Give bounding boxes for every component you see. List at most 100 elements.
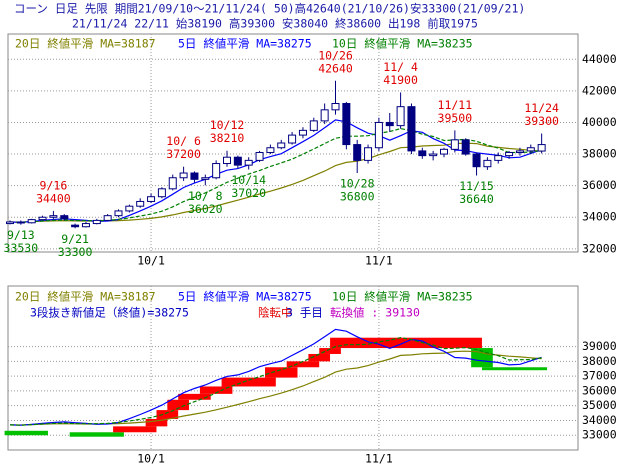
annotation-date: 10/12 bbox=[210, 118, 245, 132]
candle-body bbox=[526, 147, 535, 152]
brick bbox=[221, 377, 276, 387]
candle-body bbox=[38, 216, 47, 221]
annotation-value: 41900 bbox=[383, 73, 418, 87]
candle-body bbox=[190, 172, 199, 180]
brick bbox=[145, 418, 168, 427]
y-tick-label: 34000 bbox=[582, 413, 617, 427]
lower-frame bbox=[7, 285, 579, 451]
candle-body bbox=[353, 144, 362, 161]
candle-body bbox=[342, 103, 351, 146]
candle-body bbox=[168, 177, 177, 190]
y-tick-label: 42000 bbox=[582, 83, 617, 97]
candle-body bbox=[320, 109, 329, 122]
ma-line bbox=[9, 328, 542, 426]
candle-body bbox=[81, 223, 90, 228]
x-tick-label: 10/1 bbox=[137, 254, 165, 268]
y-tick-label: 38000 bbox=[582, 147, 617, 161]
annotation-value: 33300 bbox=[58, 245, 93, 259]
y-tick-label: 39000 bbox=[582, 339, 617, 353]
legend-entry: 10日 終値平滑 MA=38235 bbox=[332, 290, 473, 304]
annotation-date: 11/ 4 bbox=[383, 60, 418, 74]
annotation-date: 9/13 bbox=[7, 228, 35, 242]
candle-body bbox=[331, 103, 340, 111]
candle-body bbox=[374, 121, 383, 149]
legend-entry: 5日 終値平滑 MA=38275 bbox=[178, 290, 312, 304]
annotation-date: 10/14 bbox=[231, 173, 266, 187]
annotation-value: 33530 bbox=[4, 241, 39, 255]
legend-entry: 5日 終値平滑 MA=38275 bbox=[178, 37, 312, 51]
candle-body bbox=[407, 106, 416, 152]
candle-body bbox=[71, 224, 80, 228]
brick bbox=[178, 393, 211, 400]
candle-body bbox=[364, 147, 373, 161]
brick bbox=[308, 353, 331, 362]
candle-body bbox=[60, 215, 69, 220]
candle-body bbox=[179, 172, 188, 179]
annotation-value: 39300 bbox=[524, 114, 559, 128]
candle-body bbox=[27, 219, 36, 224]
candle-body bbox=[103, 215, 112, 221]
annotation-date: 9/21 bbox=[61, 232, 89, 246]
candle-body bbox=[277, 142, 286, 149]
y-tick-label: 38000 bbox=[582, 354, 617, 368]
candle-body bbox=[472, 153, 481, 168]
annotation-value: 38210 bbox=[210, 131, 245, 145]
y-tick-label: 37000 bbox=[582, 369, 617, 383]
y-tick-label: 34000 bbox=[582, 210, 617, 224]
x-tick-label: 11/1 bbox=[365, 452, 393, 466]
candle-body bbox=[298, 129, 307, 136]
brick bbox=[156, 410, 179, 419]
annotation-value: 36800 bbox=[340, 190, 375, 204]
brick bbox=[482, 367, 548, 371]
annotation-date: 11/11 bbox=[438, 98, 473, 112]
annotation-date: 10/ 6 bbox=[166, 134, 201, 148]
candle-body bbox=[266, 147, 275, 153]
chart-title: コーン 日足 先限 期間21/09/10～21/11/24( 50)高42640… bbox=[14, 2, 525, 16]
candle-body bbox=[429, 153, 438, 157]
candle-body bbox=[385, 121, 394, 127]
candle-body bbox=[505, 151, 514, 157]
candle-body bbox=[396, 106, 405, 127]
candle-body bbox=[212, 163, 221, 179]
annotation-value: 36640 bbox=[459, 192, 494, 206]
candle-body bbox=[201, 177, 210, 180]
annotation-value: 37020 bbox=[231, 186, 266, 200]
y-tick-label: 40000 bbox=[582, 115, 617, 129]
annotation-date: 9/16 bbox=[40, 178, 68, 192]
legend-entry: 20日 終値平滑 MA=38187 bbox=[15, 37, 156, 51]
candle-body bbox=[114, 210, 123, 217]
annotation-date: 10/28 bbox=[340, 177, 375, 191]
brick bbox=[286, 361, 320, 368]
break-count: 3 手目 bbox=[286, 306, 323, 320]
ma-line bbox=[9, 127, 542, 223]
chart-subtitle: 21/11/24 22/11 始38190 高39300 安38040 終386… bbox=[72, 17, 478, 31]
annotation-value: 39500 bbox=[438, 111, 473, 125]
annotation-value: 37200 bbox=[166, 147, 201, 161]
candle-body bbox=[440, 148, 448, 155]
brick bbox=[167, 399, 189, 411]
brick bbox=[113, 426, 157, 433]
candle-body bbox=[6, 221, 14, 225]
candle-body bbox=[136, 200, 145, 207]
candle-body bbox=[49, 215, 58, 218]
brick bbox=[199, 386, 233, 394]
x-tick-label: 11/1 bbox=[365, 254, 393, 268]
brick bbox=[265, 367, 298, 378]
annotation-date: 11/15 bbox=[459, 179, 494, 193]
annotation-date: 10/26 bbox=[318, 48, 353, 62]
candle-body bbox=[494, 155, 503, 161]
break-reversal: 転換値 : 39130 bbox=[330, 306, 420, 320]
candle-body bbox=[92, 219, 101, 225]
candle-body bbox=[223, 156, 231, 165]
candle-body bbox=[255, 151, 264, 161]
y-tick-label: 36000 bbox=[582, 383, 617, 397]
candle-body bbox=[233, 156, 242, 166]
candle-body bbox=[309, 120, 318, 131]
candle-body bbox=[125, 205, 134, 212]
y-tick-label: 33000 bbox=[582, 428, 617, 442]
candle-body bbox=[515, 150, 524, 153]
candle-body bbox=[157, 188, 166, 198]
y-tick-label: 36000 bbox=[582, 178, 617, 192]
candle-body bbox=[288, 134, 297, 144]
brick bbox=[4, 430, 48, 436]
